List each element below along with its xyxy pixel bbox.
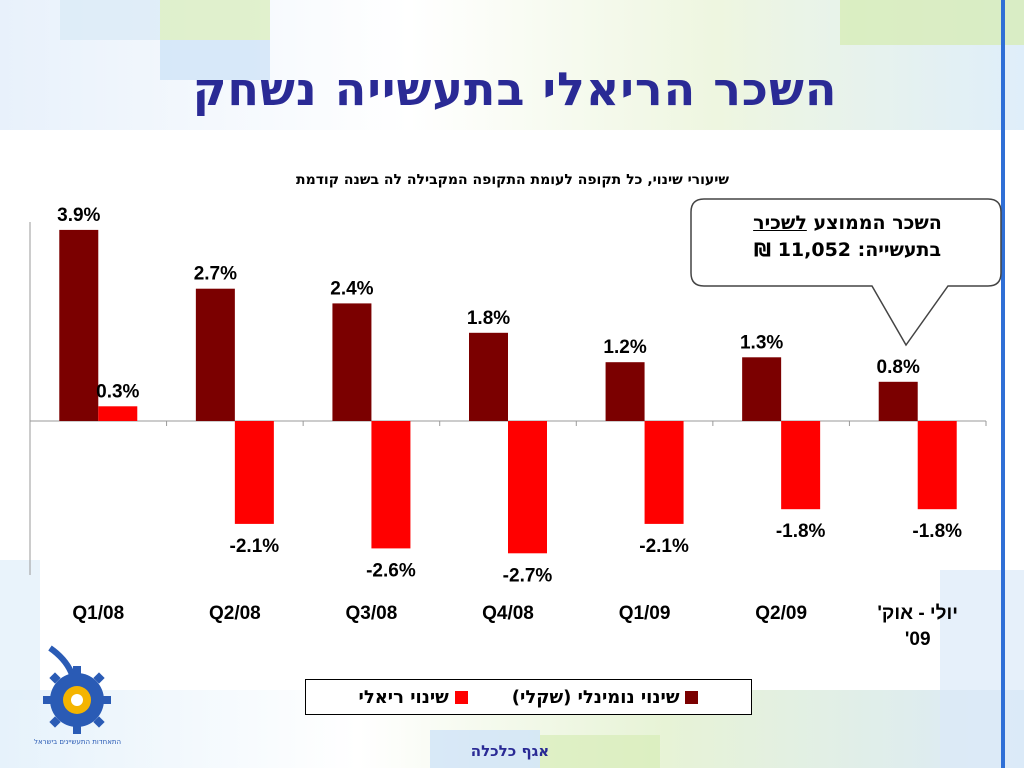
- page-title: השכר הריאלי בתעשייה נשחק: [192, 62, 838, 116]
- x-tick-label: Q2/09: [755, 603, 807, 624]
- legend-label-nominal: שינוי נומינלי (שקלי): [511, 686, 680, 708]
- callout-line-1: השכר הממוצע לשכיר: [695, 210, 1000, 237]
- background-tile: [160, 40, 270, 80]
- data-label: 1.3%: [740, 332, 783, 353]
- gear-logo-icon: התאחדות התעשיינים בישראל: [22, 640, 132, 750]
- background-tile: [0, 560, 40, 700]
- bar-real: [644, 421, 684, 524]
- x-tick-label: Q1/09: [619, 603, 671, 624]
- background-tile: [540, 735, 660, 768]
- data-label: -1.8%: [912, 521, 962, 542]
- data-label: -2.7%: [503, 565, 553, 586]
- bar-nominal: [878, 381, 918, 421]
- bar-nominal: [605, 362, 645, 421]
- bar-nominal: [195, 288, 235, 421]
- bar-real: [917, 421, 957, 510]
- data-label: -2.6%: [366, 560, 416, 581]
- x-tick-label: Q2/08: [209, 603, 261, 624]
- bar-nominal: [332, 303, 372, 421]
- bar-nominal: [469, 332, 508, 421]
- data-label: 1.2%: [603, 337, 646, 358]
- background-tile: [60, 0, 160, 40]
- right-accent-line: [1001, 0, 1005, 768]
- bar-nominal: [742, 357, 782, 421]
- data-label: 2.4%: [330, 278, 373, 299]
- chart-title: שיעורי שינוי, כל תקופה לעומת התקופה המקב…: [296, 172, 729, 188]
- background-tile: [940, 570, 1024, 768]
- chart-legend: שינוי נומינלי (שקלי) שינוי ריאלי: [305, 679, 752, 715]
- legend-swatch-nominal: [685, 690, 699, 704]
- background-tile: [840, 0, 1024, 45]
- data-label: -1.8%: [776, 521, 826, 542]
- data-label: 1.8%: [467, 308, 510, 329]
- bar-real: [781, 421, 821, 510]
- data-label: 2.7%: [194, 264, 237, 285]
- background-tile: [160, 0, 270, 40]
- callout-underlined: לשכיר: [753, 212, 807, 234]
- data-label: -2.1%: [639, 536, 689, 557]
- bar-real: [98, 406, 138, 421]
- x-tick-label: Q3/08: [346, 603, 398, 624]
- x-tick-label: יולי - אוק': [877, 603, 958, 624]
- bar-real: [371, 421, 411, 549]
- x-tick-label: Q1/08: [72, 603, 124, 624]
- data-label: 0.3%: [96, 381, 139, 402]
- legend-item-nominal: שינוי נומינלי (שקלי): [512, 687, 699, 708]
- legend-swatch-real: [454, 690, 468, 704]
- bar-real: [234, 421, 274, 524]
- data-label: 0.8%: [877, 357, 920, 378]
- background-tile: [430, 730, 540, 768]
- callout-line-2: בתעשייה: 11,052 ₪: [753, 239, 942, 261]
- x-tick-label: Q4/08: [482, 603, 534, 624]
- data-label: 3.9%: [57, 205, 100, 226]
- callout-prefix: השכר הממוצע: [806, 212, 942, 234]
- data-label: -2.1%: [230, 536, 280, 557]
- legend-label-real: שינוי ריאלי: [358, 686, 449, 708]
- logo-text: התאחדות התעשיינים בישראל: [34, 738, 121, 746]
- footer-department: אגף כלכלה: [470, 742, 550, 760]
- bar-nominal: [59, 229, 99, 421]
- callout-bubble: [690, 198, 1002, 347]
- legend-item-real: שינוי ריאלי: [359, 687, 468, 708]
- x-tick-label: 09': [905, 629, 931, 650]
- callout-text: השכר הממוצע לשכיר בתעשייה: 11,052 ₪: [695, 210, 1000, 264]
- bar-real: [508, 421, 547, 554]
